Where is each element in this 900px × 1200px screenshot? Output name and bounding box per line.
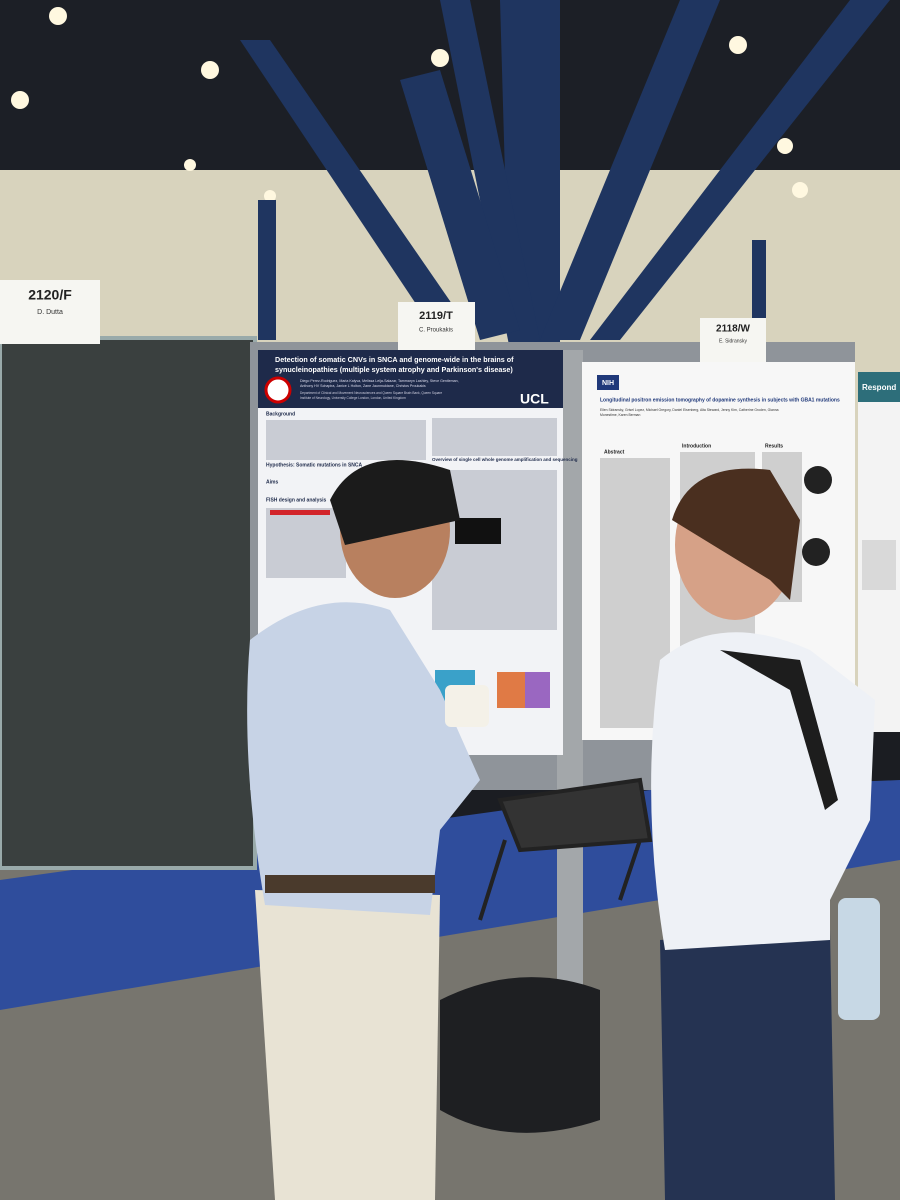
section-heading: Aims (266, 479, 278, 485)
light (264, 190, 276, 202)
light (792, 182, 808, 198)
poster-header (858, 372, 900, 402)
poster-authors: Diego Perez-Rodriguez, Maria Kalyva, Mel… (300, 379, 459, 383)
poster-title: Detection of somatic CNVs in SNCA and ge… (275, 355, 514, 364)
belt (265, 875, 435, 893)
section-heading: Introduction (682, 443, 711, 449)
section-heading: Abstract (604, 449, 625, 455)
steel-beams (240, 0, 890, 350)
section-heading: Results (765, 443, 783, 449)
sign (398, 302, 475, 356)
figure (862, 540, 896, 590)
poster-logo (597, 375, 619, 390)
section-heading: Background (266, 411, 295, 417)
person-right (651, 468, 880, 1200)
light (777, 138, 793, 154)
light (184, 159, 196, 171)
poster-affiliation: Department of Clinical and Movement Neur… (300, 391, 442, 395)
sign-name: E. Sidransky (719, 338, 748, 344)
poster-title: synucleinopathies (multiple system atrop… (275, 365, 513, 374)
light (11, 91, 29, 109)
bag-strap (720, 650, 838, 810)
hair (330, 460, 460, 545)
ceiling-lights (11, 7, 808, 202)
sign (0, 280, 100, 344)
beam (240, 40, 470, 340)
cup (445, 685, 489, 727)
sign-number: 2118/W (716, 324, 750, 335)
beam (400, 70, 520, 340)
brain-scan (802, 538, 830, 566)
person-left (247, 460, 489, 1200)
light (49, 7, 67, 25)
poster-logo-text: NIH (602, 380, 614, 387)
water-bottle (838, 898, 880, 1020)
figure-tile (497, 672, 525, 708)
column (258, 200, 276, 340)
figure-bar (270, 510, 330, 515)
light (729, 36, 747, 54)
chair (478, 777, 653, 921)
poster-affiliation: Institute of Neurology, University Colle… (300, 396, 406, 400)
beam (590, 0, 890, 340)
poster-logo-text: UCL (520, 391, 549, 407)
figure-tile (525, 672, 550, 708)
trousers (255, 890, 440, 1200)
poster-text-blocks (266, 418, 557, 630)
section-heading: Hypothesis: Somatic mutations in SNCA (266, 462, 363, 468)
hair (672, 468, 800, 600)
text-block (266, 420, 426, 460)
sign-number: 2120/F (28, 287, 72, 303)
jeans (660, 930, 835, 1200)
figure (432, 418, 557, 456)
poster-title: Respond (862, 383, 896, 392)
shirt (651, 632, 875, 950)
figure-dark (455, 518, 501, 544)
section-heading: Overview of single cell whole genome amp… (432, 457, 578, 462)
poster-board (0, 336, 257, 870)
text-block (266, 508, 346, 578)
section-heading: FISH design and analysis (266, 497, 327, 503)
column (752, 240, 766, 320)
poster-authors: Monestime, Karen Berman (600, 413, 640, 417)
light (431, 49, 449, 67)
brain-scan (804, 466, 832, 494)
sign-name: C. Proukakis (419, 328, 453, 334)
poster-authors: Anthony HV Schapira, Janice L Holton, Za… (300, 384, 426, 388)
sign-number: 2119/T (419, 310, 453, 322)
shirt (247, 602, 480, 915)
poster-header (258, 350, 563, 408)
sign (700, 318, 766, 364)
beam (440, 0, 540, 350)
poster-authors: Ellen Sidransky, Grisel Lopez, Michael G… (600, 408, 779, 412)
sign-name: D. Dutta (37, 309, 63, 316)
backpack (440, 977, 600, 1133)
logo (264, 376, 292, 404)
poster-title: Longitudinal positron emission tomograph… (600, 397, 840, 403)
light (201, 61, 219, 79)
beam (540, 0, 720, 340)
